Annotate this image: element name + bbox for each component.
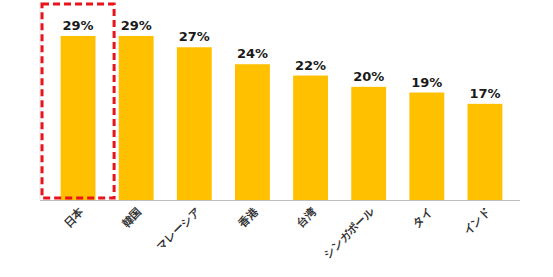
data-label: 19% (411, 75, 442, 90)
data-label: 29% (121, 18, 152, 33)
highlight-box (42, 4, 114, 198)
bar (61, 36, 96, 200)
bar (351, 87, 386, 200)
y-axis-line (40, 2, 41, 200)
x-tick-label: マレーシア (154, 205, 202, 253)
x-tick-label: 韓国 (120, 205, 145, 230)
x-axis-line (40, 200, 520, 201)
data-label: 27% (179, 29, 210, 44)
chart-svg: 29% 29% 27% 24% 22% 20% 19% 17% 日本 韓国マレーシア 香港 台湾シンガ… (0, 0, 553, 277)
bar (468, 104, 503, 200)
x-tick-label: タイ (410, 205, 435, 230)
bar (293, 76, 328, 200)
x-tick-label: 台湾 (294, 204, 319, 229)
x-tick-label: シンガポール (321, 204, 378, 261)
x-tick-label: 香港 (235, 204, 261, 230)
chart-container: 29% 29% 27% 24% 22% 20% 19% 17% 日本 韓国マレーシア 香港 台湾シンガ… (0, 0, 553, 277)
data-label: 29% (63, 18, 94, 33)
bars (61, 36, 503, 200)
x-tick-label: 日本 (61, 204, 86, 229)
data-label: 20% (353, 69, 384, 84)
x-tick-label: インド (461, 205, 494, 238)
data-label: 24% (237, 46, 268, 61)
bar (177, 47, 212, 200)
bar (409, 93, 444, 200)
bar (235, 64, 270, 200)
data-label: 22% (295, 58, 326, 73)
bar (119, 36, 154, 200)
data-label: 17% (469, 86, 500, 101)
